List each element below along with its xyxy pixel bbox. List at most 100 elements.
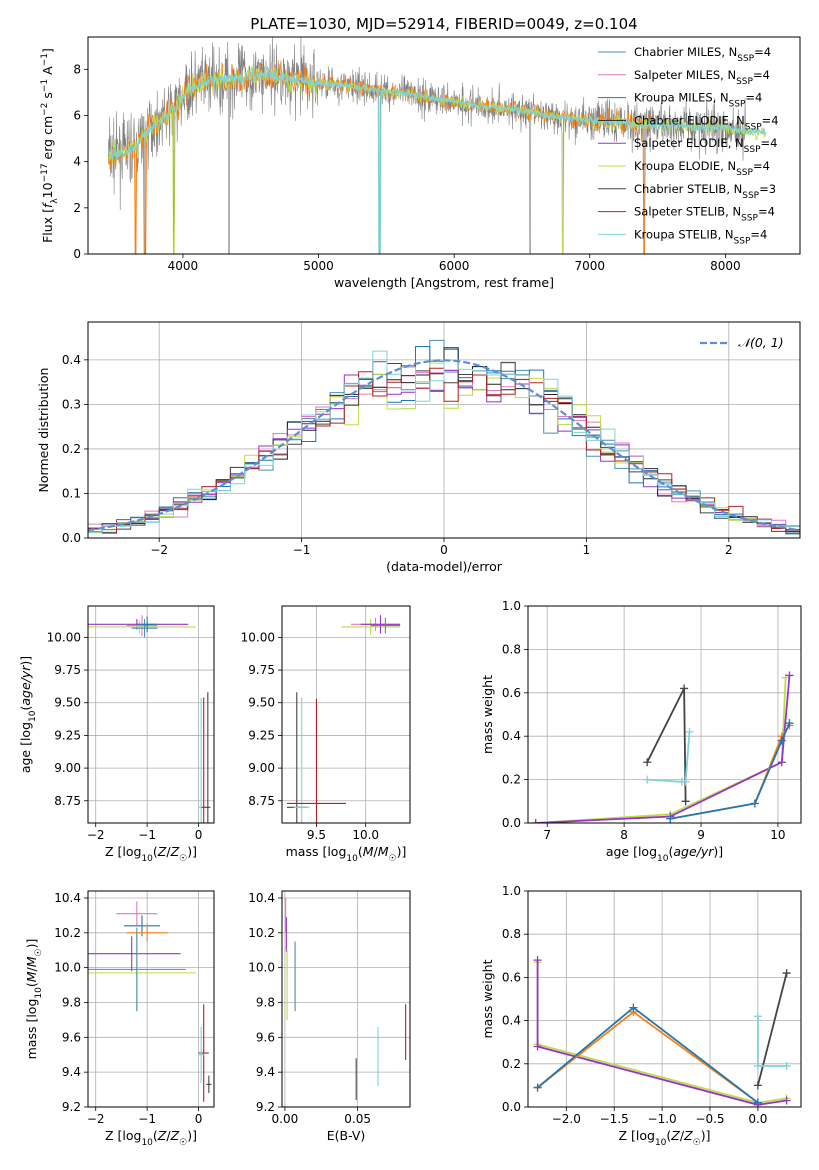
y-tick-label: 0.1: [62, 486, 81, 500]
weight_vs_age-marker: [643, 758, 652, 767]
mass_vs_Z-point: [206, 1075, 212, 1094]
y-tick-label: 0.2: [502, 773, 521, 787]
weight_vs_Z-marker: [753, 1098, 762, 1107]
weight_vs_age-marker: [750, 799, 759, 808]
age_vs_Z-point: [126, 615, 158, 637]
weight_vs_age-marker: [531, 819, 540, 823]
y-tick-label: 0.2: [62, 442, 81, 456]
y-tick-label: 9.4: [62, 1065, 81, 1079]
mass_vs_Z-point: [126, 924, 168, 942]
age_vs_mass-point: [360, 615, 401, 634]
mass_vs_Z-ticks: −2 −1 0 9.2 9.4 9.6 9.8 10.0 10.2 10.4: [54, 891, 202, 1126]
y-tick-label: 10.0: [54, 961, 81, 975]
y-tick-label: 0.0: [502, 1100, 521, 1114]
x-tick-label: 10.0: [352, 828, 379, 842]
age_vs_Z-frame: [87, 605, 215, 824]
mass_vs_ebv-grid: [282, 891, 410, 1108]
weight_vs_age-frame: [527, 605, 802, 824]
x-tick-label: 9.5: [307, 828, 326, 842]
weight_vs_Z-marker: [782, 1061, 791, 1070]
mass_vs_Z-frame: [87, 890, 215, 1108]
x-tick-label: 9: [697, 828, 705, 842]
weight_vs_age-marker: [643, 775, 652, 784]
weight_vs_Z-marker: [753, 1012, 762, 1021]
weight_vs_age-series-line: [647, 731, 691, 783]
y-tick-label: 9.75: [248, 663, 275, 677]
figure-title: PLATE=1030, MJD=52914, FIBERID=0049, z=0…: [250, 15, 637, 33]
y-tick-label: 0.6: [502, 970, 521, 984]
histogram-kroupa_stelib: [88, 350, 800, 533]
mass_vs_Z-point: [88, 936, 181, 972]
residuals-panel: −2 −1 0 1 2 0.0 0.1 0.2 0.3 0.4 (data-model)/error…: [36, 321, 801, 574]
residuals-x-axis-label: (data-model)/error: [386, 559, 503, 574]
weight_vs_age-marker: [777, 736, 786, 745]
age_vs_mass-point: [293, 697, 310, 823]
weight_vs_Z-x-axis-label: Z [log10(Z/Z☉)]: [618, 1128, 710, 1148]
mass_vs_Z-grid: [88, 891, 214, 1108]
x-tick-label: −2: [87, 1112, 105, 1126]
x-tick-label: 4000: [168, 259, 199, 273]
y-tick-label: 0: [73, 247, 81, 261]
x-tick-label: 0: [195, 1112, 203, 1126]
x-tick-label: 5000: [303, 259, 334, 273]
y-tick-label: 9.6: [62, 1030, 81, 1044]
weight_vs_age-series-line: [646, 688, 687, 802]
model-spectrum-stelib: [107, 67, 767, 254]
y-tick-label: 10.4: [54, 891, 81, 905]
y-tick-label: 0.2: [502, 1057, 521, 1071]
age_vs_Z-point: [205, 692, 211, 823]
weight_vs_age-y-axis-label: mass weight: [480, 675, 495, 754]
y-tick-label: 9.2: [62, 1100, 81, 1114]
age_vs_Z-ticks: −2 −1 0 8.75 9.00 9.25 9.50 9.75 10.00: [47, 630, 203, 842]
weight_vs_Z-series-line: [757, 972, 788, 1086]
weight_vs_Z-series-line: [536, 960, 787, 1106]
legend-entry: Kroupa STELIB, NSSP=4: [634, 227, 767, 246]
y-tick-label: 9.75: [54, 663, 81, 677]
age_vs_mass-grid: [282, 606, 410, 823]
age_vs_mass-plot-area: [286, 615, 401, 823]
x-tick-label: 2: [725, 543, 733, 557]
legend-entry: Salpeter MILES, NSSP=4: [634, 68, 770, 87]
weight_vs_age-marker: [785, 719, 794, 728]
normal-curve: [88, 359, 800, 532]
spectrum-x-axis-label: wavelength [Angstrom, rest frame]: [334, 275, 554, 290]
mass_vs_Z-point: [198, 1026, 205, 1083]
y-tick-label: 0.0: [62, 531, 81, 545]
x-tick-label: 7000: [575, 259, 606, 273]
normal-legend-label: 𝒩(0, 1): [738, 335, 784, 350]
y-tick-label: 8.75: [248, 794, 275, 808]
weight_vs_age-marker: [777, 758, 786, 767]
y-tick-label: 9.4: [256, 1065, 275, 1079]
age_vs_Z-x-axis-label: Z [log10(Z/Z☉)]: [105, 844, 197, 864]
spectrum-panel: 4000 5000 6000 7000 8000 0 2 4 6 8 wavelength [Ang…: [40, 36, 801, 290]
weight_vs_Z-y-axis-label: mass weight: [480, 959, 495, 1038]
mass_vs_Z-x-axis-label: Z [log10(Z/Z☉)]: [105, 1128, 197, 1148]
y-tick-label: 9.25: [54, 728, 81, 742]
age_vs_Z-plot-area: [88, 615, 211, 823]
y-tick-label: 9.25: [248, 728, 275, 742]
y-tick-label: 8.75: [54, 794, 81, 808]
weight_vs_age-ticks: 7 8 9 10 0.0 0.2 0.4 0.6 0.8 1.0: [502, 599, 786, 842]
residuals-ticks: −2 −1 0 1 2 0.0 0.1 0.2 0.3 0.4: [62, 353, 733, 557]
x-tick-label: −2.0: [552, 1112, 581, 1126]
y-tick-label: 9.00: [248, 761, 275, 775]
age_vs_Z-point: [136, 616, 158, 633]
x-tick-label: 0.0: [748, 1112, 767, 1126]
legend-entry: Kroupa MILES, NSSP=4: [634, 91, 762, 110]
legend-entry: Salpeter STELIB, NSSP=4: [634, 205, 775, 224]
age_vs_Z-point: [88, 620, 196, 634]
weight-vs-age-panel: 7 8 9 10 0.0 0.2 0.4 0.6 0.8 1.0 age [log10(age/yr…: [480, 599, 802, 864]
weight_vs_age-plot-area: [531, 671, 794, 823]
y-tick-label: 10.2: [248, 926, 275, 940]
y-tick-label: 9.50: [54, 696, 81, 710]
y-tick-label: 0.4: [62, 353, 81, 367]
weight_vs_Z-plot-area: [533, 956, 791, 1107]
spectrum-legend: Chabrier MILES, NSSP=4 Salpeter MILES, NS…: [598, 45, 779, 246]
y-tick-label: 0.0: [502, 816, 521, 830]
y-tick-label: 0.6: [502, 686, 521, 700]
y-tick-label: 0.4: [502, 1014, 521, 1028]
weight_vs_Z-series-line: [757, 1016, 787, 1067]
x-tick-label: −1.0: [648, 1112, 677, 1126]
mass_vs_ebv-x-axis-label: E(B-V): [327, 1128, 366, 1143]
